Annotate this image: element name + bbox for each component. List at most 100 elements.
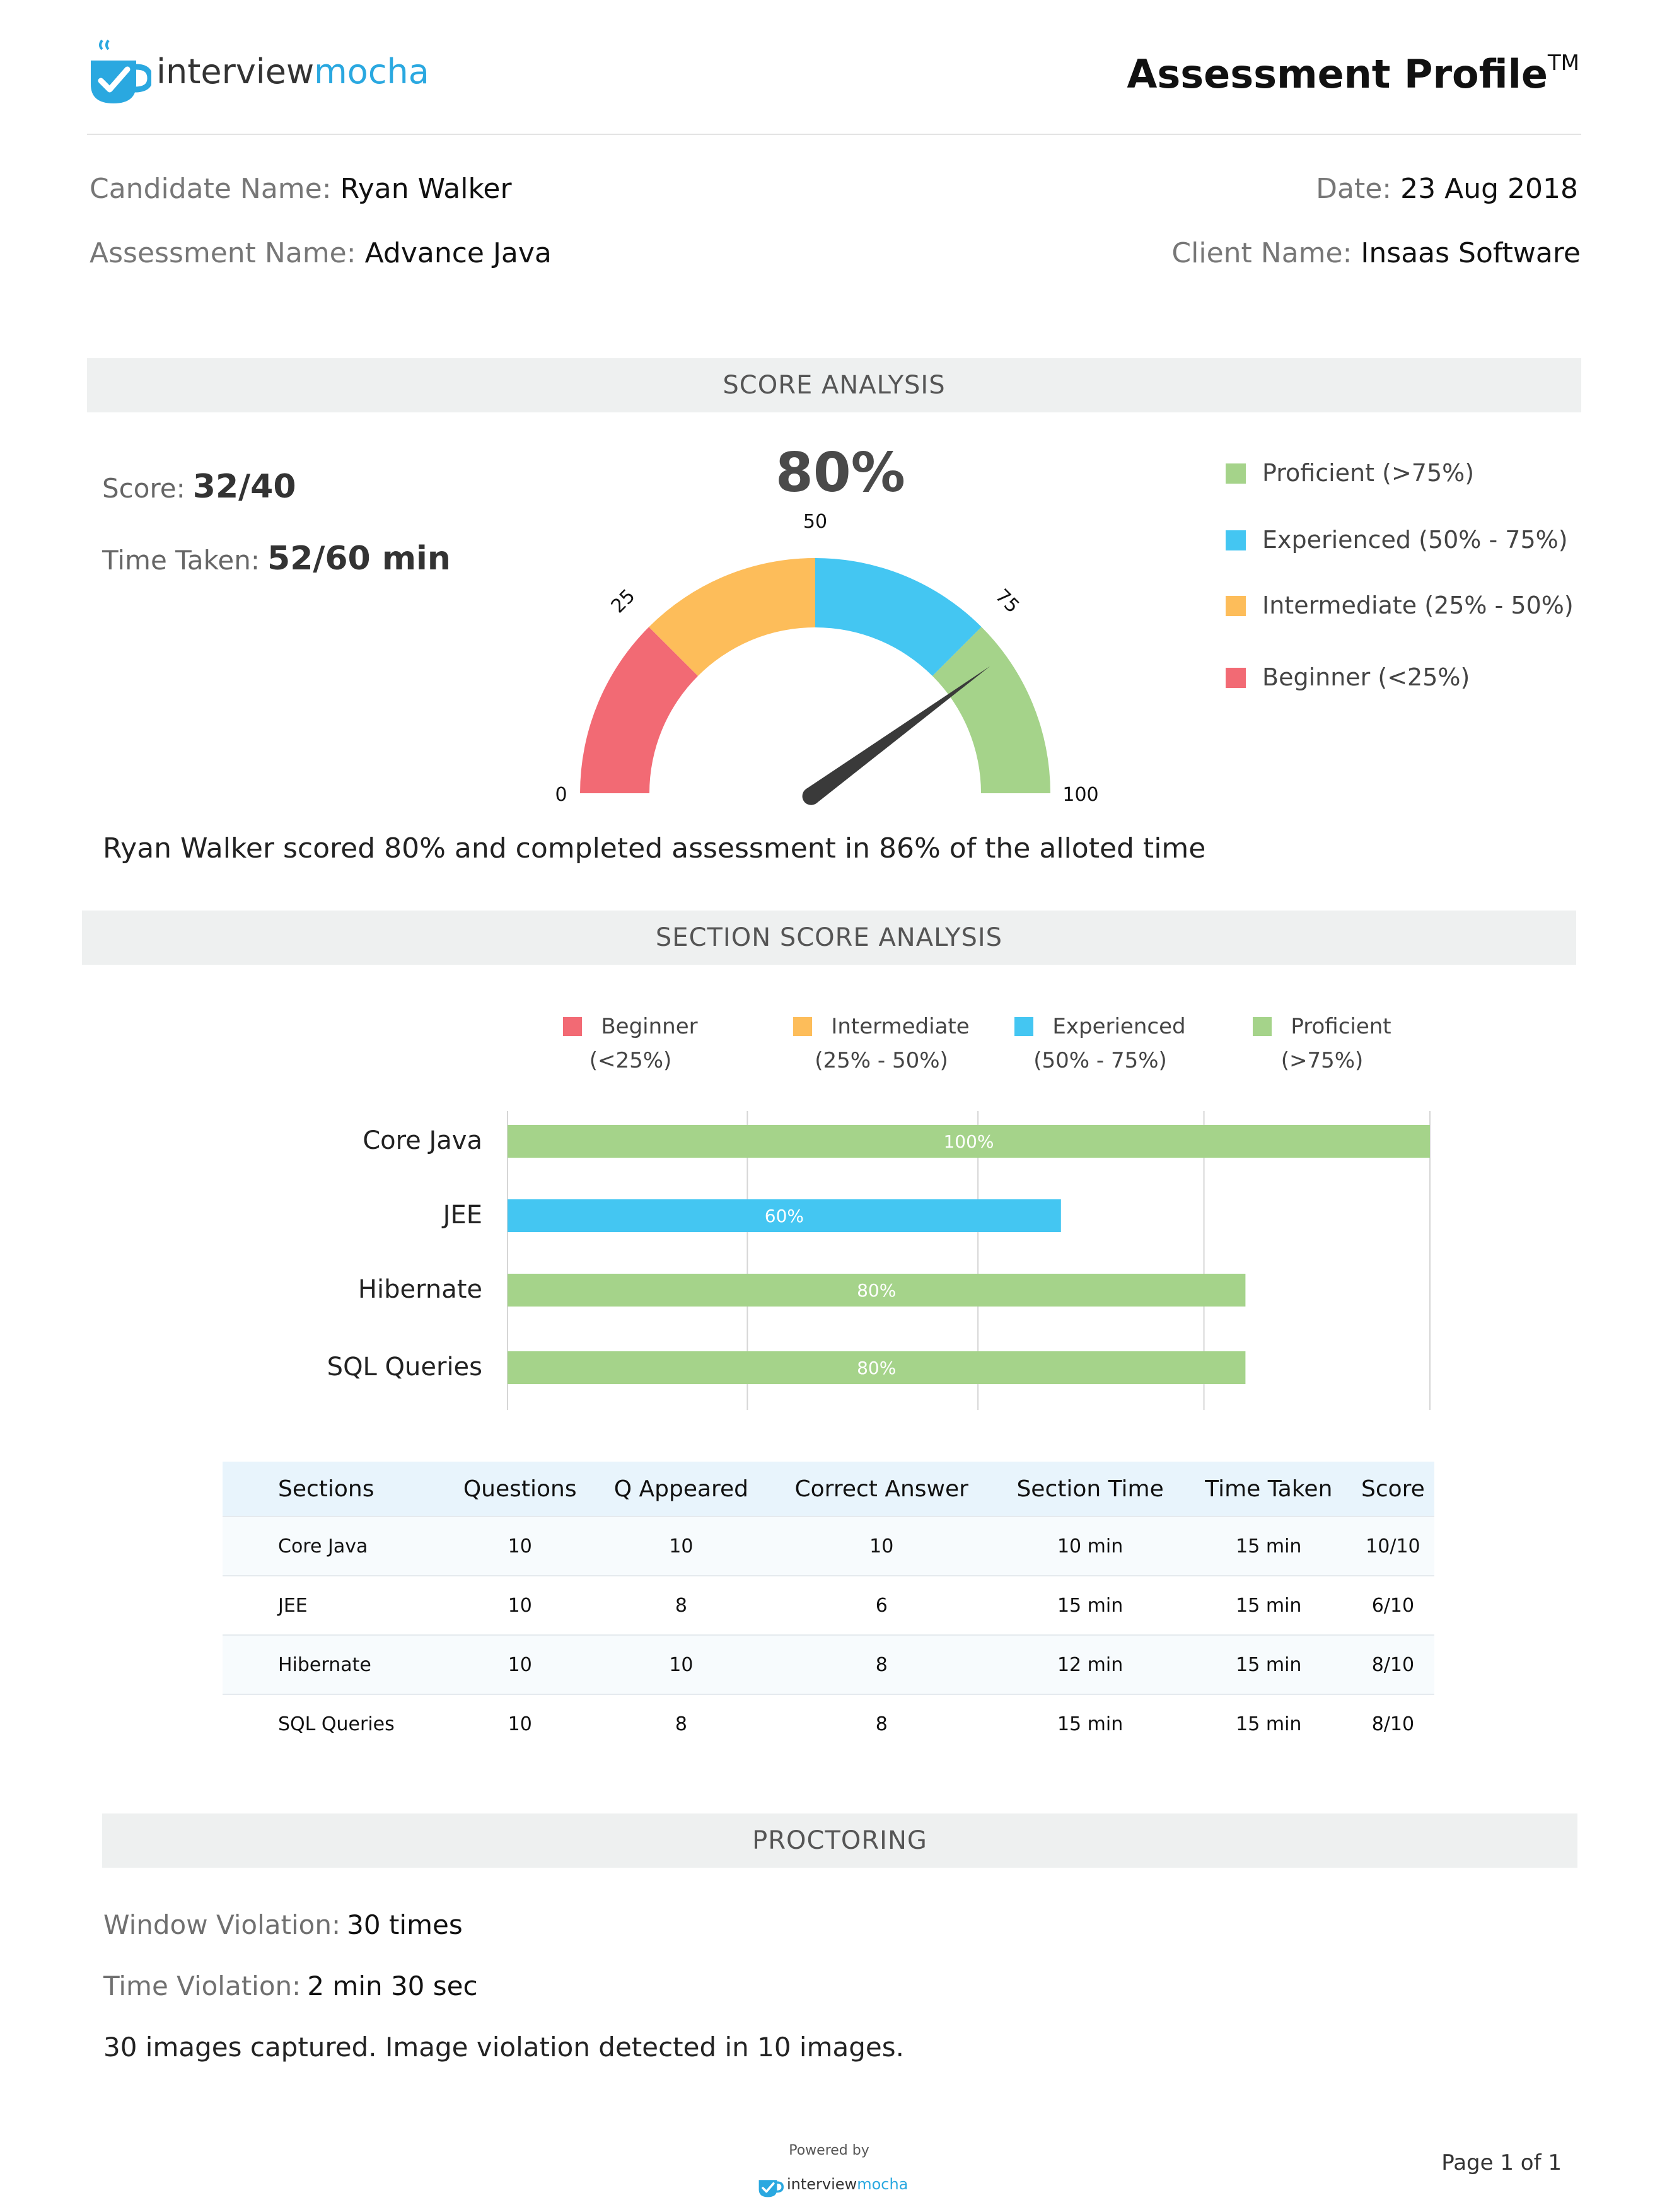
window-violation-label: Window Violation:: [103, 1909, 341, 1940]
score-legend-item: Intermediate (25% - 50%): [1226, 591, 1574, 619]
table-row: JEE 10 8 6 15 min 15 min 6/10: [223, 1575, 1434, 1635]
legend-label: Beginner: [1262, 663, 1378, 691]
time-taken-row: Time Taken: 52/60 min: [102, 540, 451, 578]
table-cell: 10: [769, 1516, 995, 1576]
gauge-needle: [806, 666, 990, 804]
table-cell: Core Java: [223, 1516, 446, 1576]
table-cell: 10: [446, 1634, 594, 1694]
logo-wordmark: interviewmocha: [156, 52, 429, 91]
legend-swatch: [563, 1017, 583, 1036]
footer-logo-icon: [758, 2180, 784, 2197]
trademark-mark: TM: [1547, 50, 1579, 76]
table-cell: 8: [593, 1694, 769, 1753]
bar: [508, 1125, 1430, 1158]
logo-word-1: interview: [156, 52, 315, 91]
legend-range: (25% - 50%): [1424, 591, 1574, 619]
legend-swatch: [1014, 1017, 1034, 1036]
table-header-cell: Section Time: [994, 1462, 1186, 1516]
gauge-band-2: [815, 558, 982, 677]
time-violation-value: 2 min 30 sec: [307, 1970, 478, 2001]
legend-label: Beginner: [601, 1014, 698, 1039]
table-cell: 15 min: [1185, 1575, 1352, 1635]
table-cell: 15 min: [994, 1694, 1186, 1753]
date-value: 23 Aug 2018: [1400, 173, 1578, 205]
score-value: 32/40: [192, 468, 296, 506]
score-percent: 80%: [775, 441, 905, 504]
client-name-label: Client Name:: [1171, 237, 1352, 269]
section-legend-item: Beginner (<25%): [517, 1014, 744, 1073]
bar: [508, 1199, 1061, 1232]
section-bar-chart: 100% 60% 80% 80%: [507, 1111, 1431, 1410]
table-cell: 15 min: [1185, 1694, 1352, 1753]
legend-label: Intermediate: [831, 1014, 970, 1039]
header-divider: [87, 134, 1581, 135]
table-cell: Hibernate: [223, 1634, 446, 1694]
table-cell: 8: [769, 1634, 995, 1694]
table-cell: 10: [593, 1516, 769, 1576]
score-legend-item: Experienced (50% - 75%): [1226, 526, 1568, 554]
legend-range: (50% - 75%): [1033, 1048, 1167, 1073]
bar: [508, 1351, 1246, 1384]
table-row: Hibernate 10 10 8 12 min 15 min 8/10: [223, 1634, 1434, 1694]
score-legend-item: Beginner (<25%): [1226, 663, 1470, 691]
table-cell: 6: [769, 1575, 995, 1635]
bar-data-label: 80%: [857, 1358, 896, 1378]
section-legend-label-row: Beginner: [563, 1014, 698, 1039]
candidate-name-value: Ryan Walker: [340, 173, 512, 205]
time-taken-label: Time Taken:: [102, 545, 260, 576]
table-cell: 10: [593, 1634, 769, 1694]
score-summary: Ryan Walker scored 80% and completed ass…: [103, 832, 1206, 864]
legend-swatch: [1226, 596, 1246, 616]
section-legend-item: Intermediate (25% - 50%): [768, 1014, 995, 1073]
footer-logo-wordmark: interviewmocha: [787, 2175, 908, 2193]
legend-range: (>75%): [1382, 459, 1475, 487]
table-header-row: Sections Questions Q Appeared Correct Answe…: [223, 1462, 1434, 1516]
legend-label: Experienced: [1052, 1014, 1186, 1039]
table-cell: JEE: [223, 1575, 446, 1635]
date-row: Date: 23 Aug 2018: [1316, 173, 1578, 205]
table-body: Core Java 10 10 10 10 min 15 min 10/10 JEE 10 8 6 1…: [223, 1516, 1434, 1753]
table-cell: 10/10: [1351, 1516, 1434, 1576]
bar-category-label: Hibernate: [357, 1275, 482, 1304]
image-violation-text: 30 images captured. Image violation dete…: [103, 2032, 904, 2063]
assessment-name-label: Assessment Name:: [90, 237, 356, 269]
gauge-band-1: [649, 558, 815, 677]
section-legend-label-row: Experienced: [1014, 1014, 1186, 1039]
table-cell: 8: [769, 1694, 995, 1753]
title-text: Assessment Profile: [1127, 51, 1548, 97]
table-header-cell: Score: [1351, 1462, 1434, 1516]
proctoring-band: PROCTORING: [102, 1813, 1577, 1868]
client-name-row: Client Name: Insaas Software: [1171, 237, 1581, 269]
section-table: Sections Questions Q Appeared Correct Answe…: [223, 1462, 1434, 1753]
table-header-cell: Correct Answer: [769, 1462, 995, 1516]
footer-logo-word-1: interview: [787, 2175, 857, 2193]
table-cell: 6/10: [1351, 1575, 1434, 1635]
section-legend-label-row: Intermediate: [793, 1014, 970, 1039]
bar-category-label: SQL Queries: [327, 1353, 482, 1382]
window-violation-row: Window Violation: 30 times: [103, 1909, 463, 1940]
candidate-name-row: Candidate Name: Ryan Walker: [90, 173, 512, 205]
time-violation-row: Time Violation: 2 min 30 sec: [103, 1970, 478, 2001]
score-legend-item: Proficient (>75%): [1226, 459, 1474, 487]
table-cell: 10 min: [994, 1516, 1186, 1576]
table-header-cell: Q Appeared: [593, 1462, 769, 1516]
table-cell: 15 min: [1185, 1516, 1352, 1576]
time-taken-value: 52/60 min: [267, 540, 451, 578]
table-cell: 10: [446, 1694, 594, 1753]
date-label: Date:: [1316, 173, 1392, 205]
legend-range: (>75%): [1280, 1048, 1364, 1073]
table-header-cell: Time Taken: [1185, 1462, 1352, 1516]
gauge-tick-0: 0: [555, 784, 567, 806]
gauge-tick-100: 100: [1062, 784, 1098, 806]
legend-swatch: [1226, 668, 1246, 688]
table-cell: 12 min: [994, 1634, 1186, 1694]
logo-icon: [91, 39, 151, 103]
legend-label: Proficient: [1291, 1014, 1391, 1039]
bar-data-label: 60%: [765, 1206, 804, 1226]
candidate-name-label: Candidate Name:: [90, 173, 332, 205]
assessment-name-row: Assessment Name: Advance Java: [90, 237, 552, 269]
gauge-tick-50: 50: [803, 511, 827, 533]
legend-range: (<25%): [589, 1048, 672, 1073]
bar: [508, 1274, 1246, 1307]
powered-by-label: Powered by: [789, 2143, 869, 2158]
